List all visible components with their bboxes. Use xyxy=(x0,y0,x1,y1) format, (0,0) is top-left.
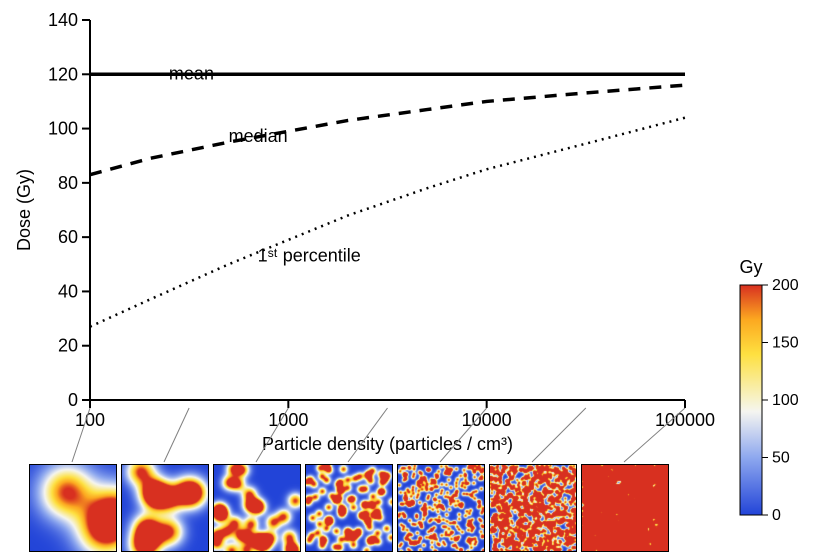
x-tick-label: 100 xyxy=(75,410,105,430)
y-tick-label: 100 xyxy=(48,119,78,139)
x-axis-label: Particle density (particles / cm³) xyxy=(262,434,513,454)
colorbar xyxy=(740,285,762,515)
y-tick-label: 20 xyxy=(58,336,78,356)
series-label-median: median xyxy=(229,126,288,146)
y-tick-label: 60 xyxy=(58,227,78,247)
heatmap-thumbnail xyxy=(29,464,117,552)
heatmap-thumbnail xyxy=(121,464,209,552)
heatmap-thumbnail xyxy=(489,464,577,552)
y-tick-label: 40 xyxy=(58,281,78,301)
colorbar-tick-label: 150 xyxy=(772,335,799,352)
series-label-mean: mean xyxy=(169,64,214,84)
colorbar-tick-label: 100 xyxy=(772,392,799,409)
y-tick-label: 120 xyxy=(48,64,78,84)
y-tick-label: 0 xyxy=(68,390,78,410)
heatmap-thumbnail xyxy=(397,464,485,552)
x-tick-label: 1000 xyxy=(268,410,308,430)
y-axis-label: Dose (Gy) xyxy=(14,169,34,251)
heatmap-thumbnail xyxy=(213,464,301,552)
series-label-p1: 1ˢᵗ percentile xyxy=(258,246,361,266)
heatmap-thumbnail xyxy=(581,464,669,552)
colorbar-tick-label: 0 xyxy=(772,507,781,524)
colorbar-tick-label: 200 xyxy=(772,277,799,294)
series-p1 xyxy=(90,118,685,327)
heatmap-thumbnail xyxy=(305,464,393,552)
heatmap-connector xyxy=(164,408,189,462)
y-tick-label: 140 xyxy=(48,10,78,30)
y-tick-label: 80 xyxy=(58,173,78,193)
colorbar-title: Gy xyxy=(739,257,762,277)
series-median xyxy=(90,85,685,175)
colorbar-tick-label: 50 xyxy=(772,450,790,467)
heatmap-connector xyxy=(532,408,586,462)
x-tick-label: 10000 xyxy=(462,410,512,430)
